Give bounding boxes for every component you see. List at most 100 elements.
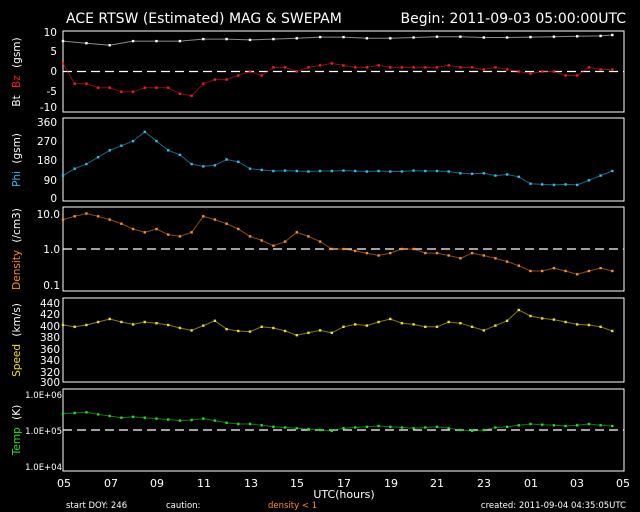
data-point — [307, 66, 310, 69]
begin-time: Begin: 2011-09-03 05:00:00UTC — [401, 11, 627, 27]
data-point — [190, 231, 193, 234]
density-ylabel: Density (/cm3) — [11, 208, 23, 290]
data-point — [143, 320, 146, 324]
plot-title: ACE RTSW (Estimated) MAG & SWEPAM — [66, 11, 342, 27]
data-point — [447, 64, 450, 67]
data-point — [470, 429, 474, 433]
speed-ylabel: Speed (km/s) — [11, 303, 23, 377]
data-point — [342, 427, 345, 430]
data-point — [318, 240, 322, 243]
data-point — [412, 247, 415, 251]
data-point — [447, 254, 450, 257]
data-point — [576, 323, 579, 326]
data-point — [61, 62, 65, 65]
data-point — [365, 425, 369, 428]
mag-ylabel: Bt Bz (gsm) — [11, 37, 23, 106]
temp-trace-line — [62, 411, 613, 432]
x-axis-label: UTC(hours) — [313, 488, 374, 501]
data-point — [213, 78, 217, 81]
data-point — [155, 227, 158, 231]
svg-text:Density (/cm3): Density (/cm3) — [11, 208, 23, 290]
data-point — [307, 331, 310, 334]
data-point — [225, 328, 228, 331]
data-point — [295, 37, 298, 40]
data-point — [365, 37, 369, 40]
data-point — [505, 319, 509, 322]
data-point — [120, 222, 123, 225]
data-point — [237, 74, 240, 77]
data-point — [505, 36, 509, 39]
y-tick-label: 380 — [40, 332, 60, 344]
data-point — [213, 419, 217, 422]
x-tick-label: 15 — [290, 477, 304, 490]
data-point — [272, 37, 275, 41]
data-point — [517, 70, 520, 73]
data-point — [365, 66, 369, 69]
y-tick-label: 400 — [40, 321, 60, 333]
data-point — [459, 428, 462, 432]
data-point — [529, 35, 532, 39]
data-point — [377, 169, 380, 173]
y-tick-label: 270 — [37, 136, 57, 148]
data-point — [412, 169, 415, 172]
x-tick-label: 05 — [616, 477, 630, 490]
data-point — [564, 269, 567, 273]
x-tick-label: 07 — [104, 477, 118, 490]
data-point — [587, 323, 591, 327]
data-point — [435, 325, 439, 328]
data-point — [342, 64, 345, 67]
data-point — [389, 37, 392, 40]
data-point — [494, 324, 497, 327]
data-point — [505, 260, 509, 263]
data-point — [190, 418, 193, 422]
data-point — [541, 317, 544, 320]
data-point — [412, 66, 415, 69]
data-point — [73, 215, 76, 218]
data-point — [435, 251, 439, 255]
data-point — [599, 424, 602, 427]
x-tick-label: 01 — [524, 477, 538, 490]
data-point — [73, 411, 76, 415]
data-point — [96, 156, 100, 159]
data-point — [400, 170, 404, 173]
caution-label: caution: — [166, 501, 200, 511]
data-point — [260, 168, 263, 172]
data-point — [424, 325, 427, 328]
data-point — [400, 66, 404, 69]
data-point — [202, 165, 205, 168]
x-tick-label: 09 — [150, 477, 164, 490]
y-tick-label: 1.0E+04 — [25, 463, 62, 473]
data-point — [505, 68, 509, 71]
data-point — [354, 323, 357, 326]
data-point — [237, 422, 240, 426]
data-point — [85, 212, 88, 215]
data-point — [225, 158, 228, 161]
data-point — [143, 231, 146, 234]
data-point — [459, 172, 462, 175]
data-point — [155, 139, 158, 143]
data-point — [178, 326, 182, 330]
data-point — [307, 427, 310, 431]
phi-ylabel-units: (gsm) — [11, 133, 23, 164]
data-point — [178, 39, 182, 43]
mag-trace-line — [62, 62, 613, 97]
y-tick-label: 1.0 — [43, 244, 60, 256]
data-point — [248, 422, 252, 426]
data-point — [213, 218, 217, 221]
data-point — [73, 82, 76, 85]
data-point — [225, 78, 228, 81]
mag-yticks: 10 5 0 -5 -10 — [40, 27, 57, 114]
data-point — [447, 170, 450, 173]
mag-series-bt — [61, 33, 614, 47]
data-point — [435, 35, 439, 38]
data-point — [61, 323, 65, 327]
data-point — [61, 218, 65, 221]
y-tick-label: 360 — [40, 344, 60, 356]
data-point — [202, 417, 205, 420]
data-point — [599, 325, 602, 328]
data-point — [108, 44, 111, 47]
data-point — [599, 174, 602, 177]
y-tick-label: 90 — [44, 175, 57, 187]
data-point — [599, 68, 602, 71]
data-point — [354, 169, 357, 173]
